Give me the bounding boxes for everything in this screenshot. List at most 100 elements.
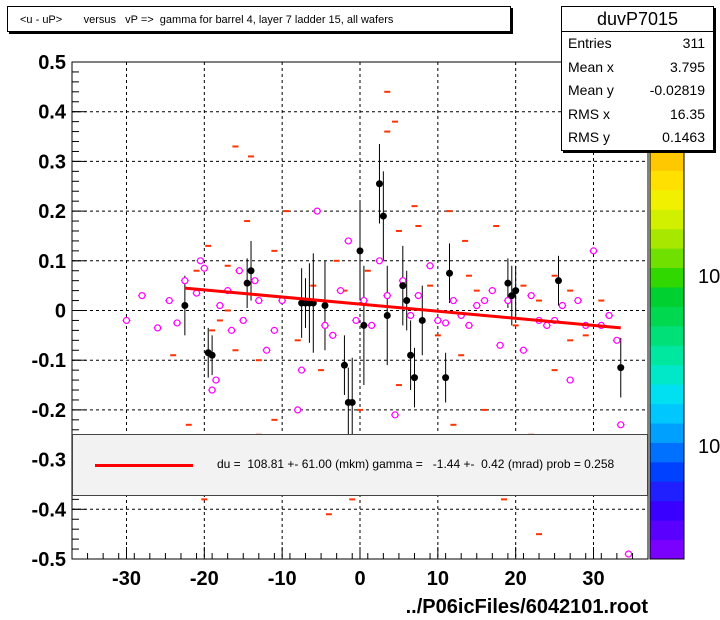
stats-row: Entries 311 xyxy=(562,32,713,56)
stats-row: RMS y 0.1463 xyxy=(562,126,713,150)
fit-legend: du = 108.81 +- 61.00 (mkm) gamma = -1.44… xyxy=(72,434,648,496)
y-tick-label: -0.3 xyxy=(32,450,66,472)
palette-band xyxy=(650,384,684,405)
magenta-point xyxy=(173,319,181,327)
magenta-point xyxy=(235,267,243,275)
magenta-point xyxy=(352,316,360,325)
y-tick-label: -0.1 xyxy=(32,350,66,372)
magenta-point xyxy=(122,316,131,325)
palette-band xyxy=(650,481,684,502)
magenta-point xyxy=(313,207,321,215)
magenta-point xyxy=(298,366,306,374)
magenta-point xyxy=(589,247,598,255)
black-point xyxy=(410,374,418,382)
plot-title: <u - uP> versus vP => gamma for barrel 4… xyxy=(7,6,511,32)
magenta-point xyxy=(566,376,574,384)
stats-value: 0.1463 xyxy=(662,129,705,145)
black-point xyxy=(360,321,368,329)
magenta-point xyxy=(344,237,352,245)
black-point xyxy=(321,302,329,310)
magenta-point xyxy=(574,296,582,305)
y-tick-label: 0.2 xyxy=(38,201,66,223)
y-tick-label: 0.3 xyxy=(38,151,66,173)
stats-value: 311 xyxy=(682,35,705,51)
palette-band xyxy=(650,228,684,249)
magenta-point xyxy=(465,321,473,330)
palette-band xyxy=(650,442,684,463)
x-tick-label: 10 xyxy=(427,568,449,590)
stats-key: Mean x xyxy=(568,58,614,75)
legend-text: du = 108.81 +- 61.00 (mkm) gamma = -1.44… xyxy=(217,457,615,471)
black-point xyxy=(504,279,512,287)
black-point xyxy=(418,316,426,324)
black-point xyxy=(399,282,407,290)
magenta-point xyxy=(165,296,173,305)
axis-ticks: -30 -20 -10 0 10 20 30 -0.5 -0.4 -0.3 -0.2 -0.1 0 0.1… xyxy=(32,52,633,590)
magenta-point xyxy=(527,291,535,300)
palette-label: 10 xyxy=(698,436,720,458)
magenta-point xyxy=(138,291,146,300)
magenta-profile-points xyxy=(122,207,633,558)
stats-value: 16.35 xyxy=(669,105,705,122)
stats-row: RMS x 16.35 xyxy=(562,103,713,127)
stats-name: duvP7015 xyxy=(562,7,713,32)
black-point xyxy=(243,279,251,287)
magenta-point xyxy=(442,319,450,327)
legend-line-sample xyxy=(95,464,193,467)
magenta-point xyxy=(434,316,442,325)
magenta-point xyxy=(391,411,399,419)
color-palette: 10 10 xyxy=(649,150,720,560)
black-point xyxy=(403,297,411,305)
magenta-point xyxy=(251,277,259,285)
black-point xyxy=(617,364,625,372)
black-point xyxy=(407,351,415,359)
stats-value: -0.02819 xyxy=(649,82,705,98)
magenta-point xyxy=(208,386,216,394)
magenta-point xyxy=(294,406,302,414)
magenta-point xyxy=(227,326,236,334)
red-dash-markers xyxy=(170,90,605,536)
y-tick-label: 0.5 xyxy=(38,52,66,74)
stats-key: RMS y xyxy=(568,129,610,145)
stats-row: Mean x 3.795 xyxy=(562,56,713,80)
black-point xyxy=(247,267,255,275)
magenta-point xyxy=(449,296,458,305)
black-point xyxy=(446,269,454,277)
palette-label: 10 xyxy=(698,266,720,288)
magenta-point xyxy=(360,296,368,305)
magenta-point xyxy=(613,336,621,344)
stats-key: RMS x xyxy=(568,105,610,122)
stats-key: Mean y xyxy=(568,82,614,98)
palette-band xyxy=(650,209,684,230)
magenta-point xyxy=(558,301,566,310)
magenta-point xyxy=(473,301,481,310)
black-point xyxy=(348,398,356,406)
magenta-point xyxy=(336,287,345,295)
stats-value: 3.795 xyxy=(669,58,705,75)
magenta-point xyxy=(480,296,489,305)
black-point xyxy=(442,374,450,382)
fit-line xyxy=(184,286,621,330)
palette-band xyxy=(650,520,684,541)
black-point xyxy=(383,311,391,319)
black-point xyxy=(512,287,520,295)
palette-band xyxy=(650,539,684,560)
palette-band xyxy=(650,267,684,288)
magenta-point xyxy=(212,376,220,384)
black-point xyxy=(379,212,387,220)
palette-band xyxy=(650,248,684,269)
palette-band xyxy=(650,287,684,307)
y-tick-label: 0.4 xyxy=(38,102,67,124)
black-point xyxy=(208,351,216,359)
magenta-point xyxy=(181,277,189,285)
palette-band xyxy=(650,151,684,171)
stats-key: Entries xyxy=(568,35,612,51)
stats-row: Mean y -0.02819 xyxy=(562,79,713,103)
palette-band xyxy=(650,500,684,521)
magenta-point xyxy=(154,324,162,332)
palette-band xyxy=(650,306,684,327)
magenta-point xyxy=(329,331,337,339)
magenta-point xyxy=(617,421,625,429)
palette-band xyxy=(650,364,684,385)
black-point xyxy=(508,292,516,300)
